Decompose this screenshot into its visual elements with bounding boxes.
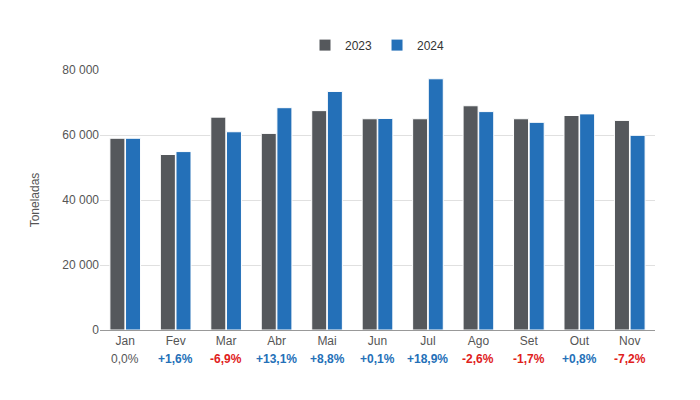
svg-text:0: 0: [92, 323, 99, 337]
svg-text:0,0%: 0,0%: [111, 352, 139, 366]
svg-text:Mar: Mar: [216, 334, 237, 348]
svg-text:+0,1%: +0,1%: [360, 352, 395, 366]
svg-text:-1,7%: -1,7%: [513, 352, 545, 366]
svg-text:Jan: Jan: [116, 334, 135, 348]
svg-text:Mai: Mai: [317, 334, 336, 348]
svg-text:Jul: Jul: [420, 334, 435, 348]
svg-text:2024: 2024: [417, 39, 444, 53]
svg-text:Out: Out: [570, 334, 590, 348]
svg-text:Toneladas: Toneladas: [28, 173, 42, 228]
svg-text:+8,8%: +8,8%: [310, 352, 345, 366]
svg-text:Nov: Nov: [619, 334, 640, 348]
svg-text:Fev: Fev: [166, 334, 186, 348]
svg-text:20 000: 20 000: [62, 258, 99, 272]
svg-text:Ago: Ago: [468, 334, 490, 348]
svg-text:40 000: 40 000: [62, 193, 99, 207]
svg-text:+18,9%: +18,9%: [407, 352, 448, 366]
svg-text:+0,8%: +0,8%: [562, 352, 597, 366]
svg-text:+1,6%: +1,6%: [158, 352, 193, 366]
svg-text:60 000: 60 000: [62, 128, 99, 142]
svg-text:Abr: Abr: [267, 334, 286, 348]
svg-text:+13,1%: +13,1%: [256, 352, 297, 366]
svg-text:-6,9%: -6,9%: [210, 352, 242, 366]
svg-text:-7,2%: -7,2%: [614, 352, 646, 366]
svg-text:-2,6%: -2,6%: [462, 352, 494, 366]
svg-text:Set: Set: [520, 334, 539, 348]
svg-text:80 000: 80 000: [62, 63, 99, 77]
svg-text:Jun: Jun: [368, 334, 387, 348]
svg-text:2023: 2023: [345, 39, 372, 53]
